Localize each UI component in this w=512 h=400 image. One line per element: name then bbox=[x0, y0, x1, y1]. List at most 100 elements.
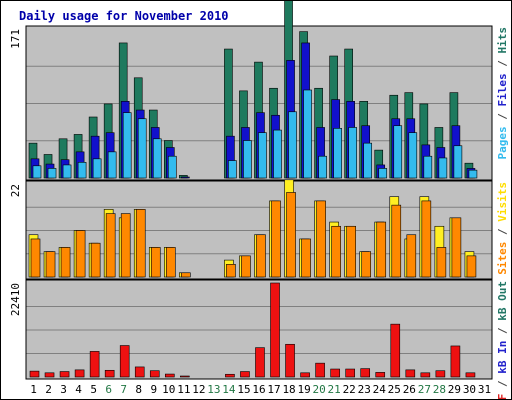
bar bbox=[286, 192, 296, 278]
bar bbox=[165, 247, 176, 278]
bar bbox=[29, 370, 40, 378]
bar bbox=[152, 138, 162, 179]
bar bbox=[285, 343, 295, 378]
day-label: 13 bbox=[207, 383, 220, 396]
bar bbox=[375, 372, 386, 378]
bar bbox=[360, 368, 371, 378]
day-label: 31 bbox=[478, 383, 491, 396]
bar bbox=[330, 368, 340, 378]
bar bbox=[451, 217, 462, 278]
max-value-label: 22 bbox=[9, 184, 22, 197]
bar bbox=[104, 369, 115, 378]
bar bbox=[423, 155, 433, 179]
bar bbox=[270, 282, 280, 378]
bar bbox=[181, 272, 191, 278]
max-value-label: 171 bbox=[9, 29, 22, 49]
bar bbox=[62, 164, 72, 179]
bar bbox=[149, 370, 160, 378]
bar bbox=[255, 347, 265, 378]
day-label: 3 bbox=[60, 383, 67, 396]
bar bbox=[408, 132, 418, 179]
day-label: 18 bbox=[282, 383, 295, 396]
bar bbox=[137, 118, 147, 179]
max-value-label: 22410 bbox=[9, 283, 22, 316]
bar bbox=[393, 125, 403, 179]
legend-entry: / bbox=[496, 107, 509, 127]
day-label: 19 bbox=[297, 383, 310, 396]
bar bbox=[345, 368, 355, 378]
bar bbox=[256, 234, 266, 278]
bar bbox=[258, 132, 267, 179]
series-pages bbox=[32, 89, 478, 179]
day-label: 15 bbox=[237, 383, 250, 396]
bar bbox=[77, 162, 87, 179]
bar bbox=[420, 372, 431, 378]
bar bbox=[421, 200, 432, 278]
bar bbox=[438, 157, 448, 179]
bar bbox=[47, 168, 57, 179]
series-kb-f bbox=[29, 282, 476, 378]
day-label: 4 bbox=[75, 383, 82, 396]
bar bbox=[228, 160, 237, 179]
day-label: 22 bbox=[343, 383, 356, 396]
legend-entry: Pages bbox=[496, 126, 509, 159]
bar bbox=[468, 169, 478, 179]
day-label: 7 bbox=[120, 383, 127, 396]
legend-entry: Hits bbox=[496, 27, 509, 54]
bar bbox=[120, 213, 131, 278]
day-label: 29 bbox=[448, 383, 461, 396]
day-label: 8 bbox=[135, 383, 142, 396]
chart-title: Daily usage for November 2010 bbox=[19, 9, 229, 23]
series-sites bbox=[30, 192, 477, 278]
day-label: 5 bbox=[90, 383, 97, 396]
bar bbox=[135, 209, 146, 278]
legend-entry: / bbox=[496, 54, 509, 74]
bar bbox=[390, 323, 401, 378]
panel-border-mid bbox=[25, 180, 493, 280]
legend-entry: / bbox=[496, 374, 509, 394]
bar bbox=[315, 362, 325, 378]
day-label: 26 bbox=[403, 383, 416, 396]
bar bbox=[363, 142, 373, 179]
day-label: 16 bbox=[252, 383, 265, 396]
bar bbox=[45, 251, 56, 278]
bar bbox=[181, 176, 190, 179]
bar bbox=[391, 204, 402, 278]
bar bbox=[74, 369, 85, 378]
bar bbox=[436, 247, 447, 278]
bar bbox=[301, 238, 311, 278]
bar bbox=[30, 238, 41, 278]
bar bbox=[44, 372, 55, 378]
bar bbox=[376, 221, 387, 278]
bar bbox=[119, 345, 130, 378]
day-label: 24 bbox=[373, 383, 387, 396]
bar bbox=[435, 370, 446, 378]
bar bbox=[164, 373, 175, 378]
bar bbox=[361, 251, 372, 278]
bar bbox=[346, 225, 356, 278]
panel-border-top bbox=[25, 25, 493, 181]
bar bbox=[271, 200, 281, 278]
bar bbox=[60, 247, 71, 278]
bar bbox=[450, 345, 461, 378]
bar bbox=[303, 89, 312, 179]
day-label: 28 bbox=[433, 383, 446, 396]
bar bbox=[90, 242, 101, 278]
bar bbox=[92, 158, 102, 179]
bar bbox=[225, 373, 235, 378]
bar bbox=[331, 225, 341, 278]
bar bbox=[288, 111, 297, 179]
legend-entry: kB In bbox=[496, 341, 509, 374]
day-label: 14 bbox=[222, 383, 236, 396]
day-label: 11 bbox=[177, 383, 190, 396]
bar bbox=[150, 247, 161, 278]
day-label: 20 bbox=[313, 383, 326, 396]
legend-entry: / bbox=[496, 222, 509, 242]
x-axis-labels: 1 2 3 4 5 6 7 8 9 10 11 12 13 14 15 16 17 18 19 20 21 22 23 24 2… bbox=[30, 383, 491, 396]
bar bbox=[107, 151, 117, 179]
legend-entry: kB F bbox=[496, 394, 509, 399]
legend-entry: Sites bbox=[496, 242, 509, 275]
bar bbox=[453, 145, 463, 179]
day-label: 30 bbox=[463, 383, 476, 396]
day-label: 12 bbox=[192, 383, 205, 396]
